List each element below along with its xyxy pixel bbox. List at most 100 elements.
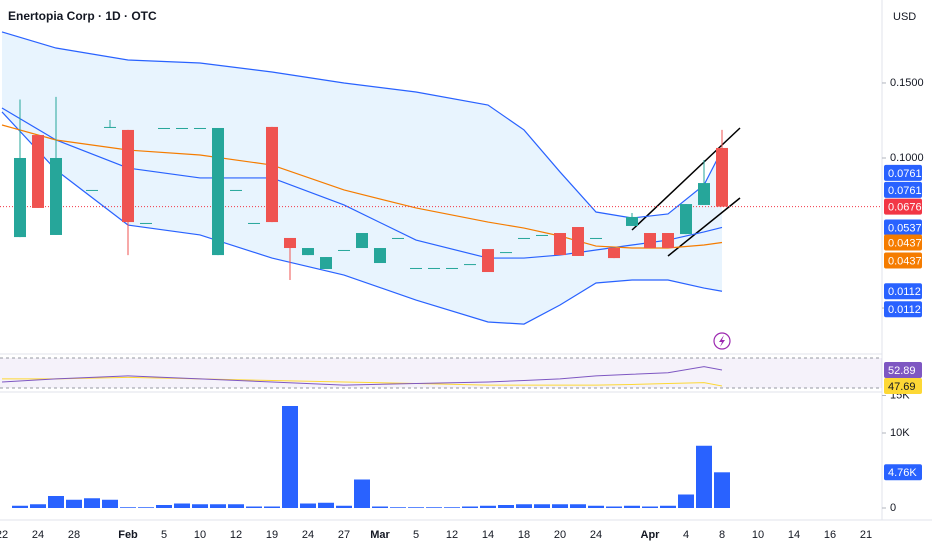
candle-body xyxy=(356,233,368,249)
y-tick-label: 0 xyxy=(890,502,896,514)
price-tag-label: 4.76K xyxy=(888,467,917,479)
price-tag xyxy=(884,234,922,251)
rsi-band xyxy=(0,358,882,388)
volume-bar xyxy=(210,504,226,509)
volume-bar xyxy=(426,507,442,509)
y-tick-label: 10K xyxy=(890,427,910,439)
candle-body xyxy=(122,129,134,223)
price-tag xyxy=(884,164,922,181)
candle-body xyxy=(482,249,494,273)
candle-body xyxy=(572,227,584,256)
volume-bar xyxy=(696,445,712,509)
x-tick-label: 21 xyxy=(860,529,872,541)
candle-body xyxy=(266,126,278,223)
price-tag xyxy=(884,181,922,198)
price-tag xyxy=(884,362,922,379)
x-tick-label: 24 xyxy=(590,529,602,541)
volume-bar xyxy=(174,503,190,509)
band-upper xyxy=(1,31,723,219)
price-tag-label: 52.89 xyxy=(888,365,916,377)
volume-bar xyxy=(300,503,316,509)
currency-label: USD xyxy=(893,11,916,23)
candle-body xyxy=(716,147,728,207)
x-tick-label: 5 xyxy=(161,529,167,541)
x-tick-label: 18 xyxy=(518,529,530,541)
candle-body xyxy=(428,267,440,269)
candle-body xyxy=(662,233,674,249)
candle-body xyxy=(392,237,404,239)
candle-body xyxy=(320,257,332,270)
volume-bar xyxy=(84,498,100,509)
candle-body xyxy=(464,264,476,266)
x-tick-label: 20 xyxy=(554,529,566,541)
candle-body xyxy=(50,157,62,235)
volume-bar xyxy=(282,405,298,509)
candle-body xyxy=(212,127,224,256)
candle-body xyxy=(518,237,530,239)
volume-bar xyxy=(588,505,604,509)
price-tag-label: 0.0112 xyxy=(888,304,921,316)
price-tag xyxy=(884,378,922,395)
volume-bar xyxy=(138,507,154,509)
candle-body xyxy=(680,204,692,235)
price-tag-label: 0.0437 xyxy=(888,237,922,249)
chart-title: Enertopia Corp · 1D · OTC xyxy=(8,9,157,23)
alert-icon[interactable] xyxy=(713,332,731,350)
candle-body xyxy=(536,234,548,236)
candle-body xyxy=(500,252,512,254)
candle-body xyxy=(158,127,170,129)
candle-body xyxy=(608,248,620,259)
candle-body xyxy=(302,248,314,256)
candle-body xyxy=(104,126,116,128)
price-tag-label: 0.0761 xyxy=(888,168,922,180)
volume-bar xyxy=(534,504,550,509)
y-tick-label: 0.1500 xyxy=(890,77,924,89)
volume-bar xyxy=(318,502,334,509)
candle-body xyxy=(86,189,98,191)
volume-bar xyxy=(246,506,262,509)
x-tick-label: 5 xyxy=(413,529,419,541)
candle-body xyxy=(248,222,260,224)
volume-bar xyxy=(354,479,370,509)
rsi-ma-line xyxy=(2,376,723,387)
volume-bar xyxy=(408,507,424,509)
x-tick-label: 24 xyxy=(302,529,314,541)
volume-bar xyxy=(660,505,676,509)
candle-body xyxy=(140,222,152,224)
candle-body xyxy=(194,127,206,129)
x-tick-label: 14 xyxy=(482,529,494,541)
x-tick-label: Apr xyxy=(641,529,661,541)
volume-bar xyxy=(480,505,496,509)
candle-body xyxy=(590,237,602,239)
volume-bar xyxy=(30,504,46,509)
price-tag-label: 0.0761 xyxy=(888,185,922,197)
rsi-line xyxy=(1,366,723,386)
volume-bar xyxy=(120,507,136,509)
x-tick-label: 12 xyxy=(446,529,458,541)
volume-bar xyxy=(336,505,352,509)
x-tick-label: 10 xyxy=(194,529,206,541)
candle-body xyxy=(176,127,188,129)
price-tag xyxy=(884,464,922,481)
x-tick-label: Mar xyxy=(370,529,390,541)
price-tag-label: 0.0537 xyxy=(888,222,922,234)
x-tick-label: 24 xyxy=(32,529,44,541)
x-tick-label: 16 xyxy=(824,529,836,541)
price-pane xyxy=(2,31,722,325)
candle-body xyxy=(410,267,422,269)
candle-body xyxy=(32,135,44,208)
price-tag xyxy=(884,283,922,300)
candle-body xyxy=(698,183,710,205)
band-lower xyxy=(1,111,723,325)
volume-bar xyxy=(624,505,640,509)
volume-bar xyxy=(48,496,64,509)
candle-body xyxy=(338,249,350,251)
candle-body xyxy=(284,237,296,249)
volume-bar xyxy=(498,505,514,509)
volume-bar xyxy=(12,505,28,509)
price-tag-label: 0.0112 xyxy=(888,286,921,298)
price-tag xyxy=(884,252,922,269)
volume-bar xyxy=(192,504,208,509)
